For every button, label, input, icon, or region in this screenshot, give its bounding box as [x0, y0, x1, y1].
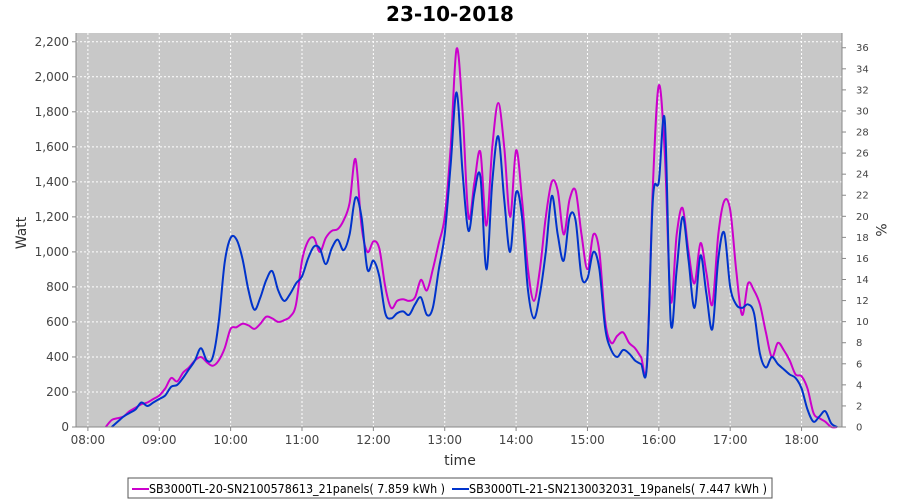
y2-tick-label: 20 — [856, 212, 869, 223]
legend-box — [127, 477, 773, 499]
y2-tick-label: 18 — [856, 233, 869, 244]
grid-lines — [76, 33, 842, 428]
chart-title: 23-10-2018 — [386, 2, 514, 26]
legend-label-2: SB3000TL-21-SN2130032031_19panels( 7.447… — [469, 482, 767, 496]
y-tick-label: 0 — [61, 420, 69, 434]
series-line-2 — [111, 91, 838, 428]
x-tick-label: 10:00 — [213, 433, 248, 447]
y2-tick-label: 4 — [856, 380, 862, 391]
y2-tick-label: 30 — [856, 106, 869, 117]
y2-tick-label: 28 — [856, 128, 869, 139]
y2-tick-label: 16 — [856, 254, 869, 265]
y-tick-label: 1,800 — [35, 105, 69, 119]
plot-area — [76, 33, 842, 427]
legend: SB3000TL-20-SN2100578613_21panels( 7.859… — [127, 477, 773, 499]
y-axis-label: Watt — [14, 216, 30, 249]
y-tick-label: 800 — [46, 280, 69, 294]
x-tick-label: 15:00 — [570, 433, 605, 447]
y-tick-label: 200 — [46, 385, 69, 399]
y-tick-label: 1,200 — [35, 210, 69, 224]
y-tick-label: 1,400 — [35, 175, 69, 189]
y2-tick-label: 26 — [856, 149, 869, 160]
y2-tick-label: 24 — [856, 170, 869, 181]
y2-tick-label: 10 — [856, 317, 869, 328]
x-tick-label: 11:00 — [285, 433, 320, 447]
y-tick-label: 2,000 — [35, 70, 69, 84]
y2-tick-label: 0 — [856, 423, 862, 434]
x-tick-label: 16:00 — [642, 433, 677, 447]
y-tick-label: 400 — [46, 350, 69, 364]
x-tick-label: 12:00 — [356, 433, 391, 447]
series-line-1 — [104, 47, 838, 429]
y-tick-label: 600 — [46, 315, 69, 329]
y2-axis-label: % — [872, 223, 888, 236]
x-tick-label: 17:00 — [713, 433, 748, 447]
y2-tick-label: 8 — [856, 338, 862, 349]
y-tick-label: 1,000 — [35, 245, 69, 259]
y2-tick-label: 22 — [856, 191, 869, 202]
tick-labels: 02004006008001,0001,2001,4001,6001,8002,… — [35, 35, 869, 447]
y2-tick-label: 6 — [856, 359, 862, 370]
x-tick-label: 08:00 — [71, 433, 106, 447]
y2-tick-label: 12 — [856, 296, 869, 307]
legend-label-1: SB3000TL-20-SN2100578613_21panels( 7.859… — [149, 482, 445, 496]
y-tick-label: 2,200 — [35, 35, 69, 49]
y2-tick-label: 14 — [856, 275, 869, 286]
series-layer — [104, 47, 838, 429]
y2-tick-label: 34 — [856, 64, 869, 75]
x-axis-label: time — [444, 453, 476, 469]
x-tick-label: 14:00 — [499, 433, 534, 447]
x-tick-label: 09:00 — [142, 433, 177, 447]
y2-tick-label: 36 — [856, 43, 869, 54]
x-tick-label: 13:00 — [427, 433, 462, 447]
y2-tick-label: 2 — [856, 401, 862, 412]
x-tick-label: 18:00 — [784, 433, 819, 447]
y-tick-label: 1,600 — [35, 140, 69, 154]
y2-tick-label: 32 — [856, 85, 869, 96]
axes — [72, 33, 846, 431]
